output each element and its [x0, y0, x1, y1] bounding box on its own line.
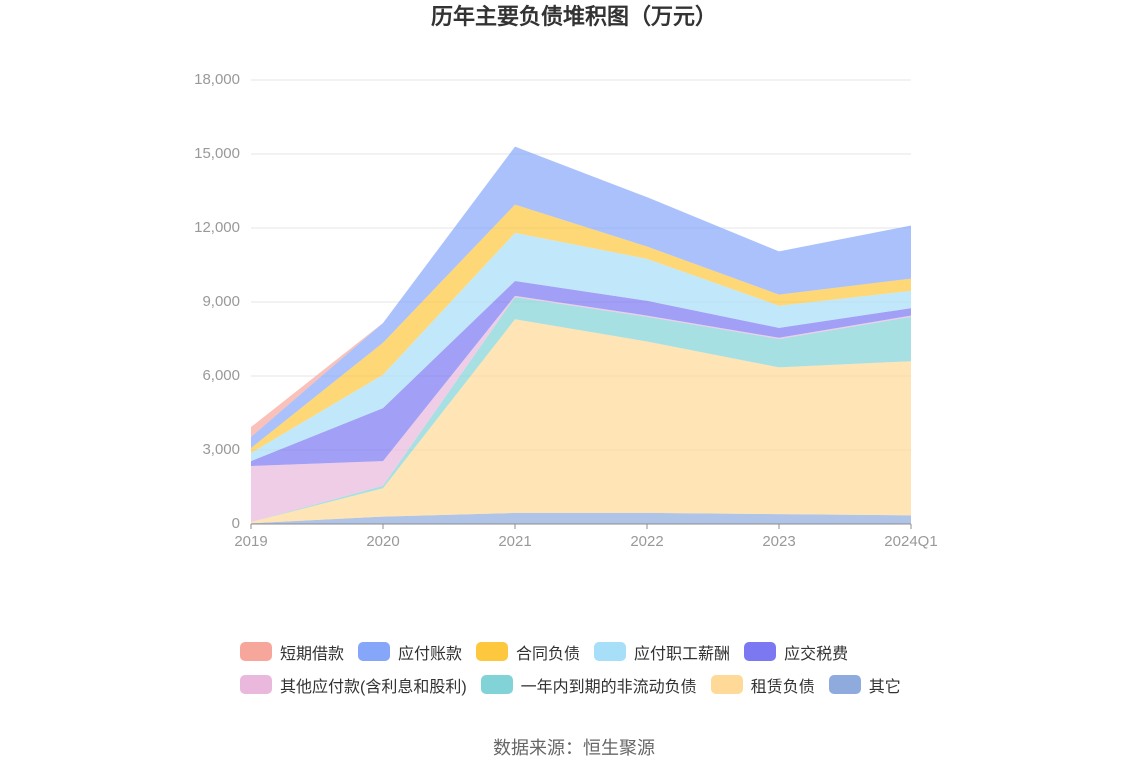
- legend-label: 应付职工薪酬: [634, 645, 731, 663]
- chart-title: 历年主要负债堆积图（万元）: [430, 4, 717, 29]
- x-axis: [250, 523, 912, 529]
- legend-label: 其它: [868, 678, 901, 696]
- y-tick-label: 9,000: [202, 293, 240, 310]
- x-tick-label: 2021: [498, 533, 531, 550]
- legend-label: 短期借款: [280, 645, 345, 663]
- legend-label: 应交税费: [784, 645, 849, 663]
- series-area-7: [251, 297, 911, 523]
- x-tick-label: 2024Q1: [884, 533, 937, 550]
- legend-swatch: [594, 642, 627, 661]
- legend-swatch: [480, 675, 513, 694]
- series-areas: [251, 146, 911, 524]
- y-tick-label: 15,000: [194, 145, 240, 162]
- legend-item[interactable]: 租赁负债: [710, 673, 815, 697]
- legend-label: 应付账款: [398, 645, 463, 663]
- legend-label: 其他应付款(含利息和股利): [280, 678, 467, 696]
- legend-label: 租赁负债: [750, 678, 815, 696]
- legend-swatch: [240, 642, 272, 661]
- y-tick-label: 0: [232, 515, 240, 532]
- source-note: 数据来源：恒生聚源: [493, 738, 655, 758]
- legend-swatch: [828, 675, 861, 694]
- x-tick-label: 2020: [366, 533, 399, 550]
- y-tick-label: 18,000: [194, 71, 240, 88]
- y-tick-label: 12,000: [194, 219, 240, 236]
- legend-swatch: [476, 642, 509, 661]
- y-axis-labels: 0 3,000 6,000 9,000 12,000 15,000 18,000: [194, 71, 240, 532]
- legend-swatch: [358, 642, 391, 661]
- legend-item[interactable]: 一年内到期的非流动负债: [480, 673, 697, 697]
- legend-item[interactable]: 应交税费: [744, 640, 848, 664]
- series-area-2: [251, 146, 911, 449]
- legend-row: 其他应付款(含利息和股利) 一年内到期的非流动负债 租赁负债 其它: [240, 673, 915, 697]
- x-axis-labels: 2019 2020 2021 2022 2023 2024Q1: [234, 533, 937, 550]
- x-tick-label: 2023: [762, 533, 795, 550]
- legend-item[interactable]: 其它: [828, 673, 901, 697]
- legend-label: 合同负债: [516, 645, 581, 663]
- legend-item[interactable]: 应付账款: [358, 640, 462, 664]
- series-area-6: [251, 295, 911, 523]
- series-area-9: [251, 512, 911, 524]
- legend-swatch: [710, 675, 743, 694]
- legend-item[interactable]: 其他应付款(含利息和股利): [240, 673, 467, 697]
- legend-item[interactable]: 短期借款: [240, 640, 344, 664]
- series-area-5: [251, 281, 911, 467]
- legend-swatch: [744, 642, 777, 661]
- legend-row: 短期借款 应付账款 合同负债 应付职工薪酬 应交税费: [240, 640, 862, 664]
- y-tick-label: 6,000: [202, 367, 240, 384]
- legend-label: 一年内到期的非流动负债: [520, 678, 697, 696]
- x-tick-label: 2019: [234, 533, 267, 550]
- legend-swatch: [240, 675, 272, 694]
- y-tick-label: 3,000: [202, 441, 240, 458]
- x-tick-label: 2022: [630, 533, 663, 550]
- series-area-4: [251, 232, 911, 462]
- legend-item[interactable]: 合同负债: [476, 640, 580, 664]
- series-area-8: [251, 319, 911, 524]
- legend-item[interactable]: 应付职工薪酬: [594, 640, 730, 664]
